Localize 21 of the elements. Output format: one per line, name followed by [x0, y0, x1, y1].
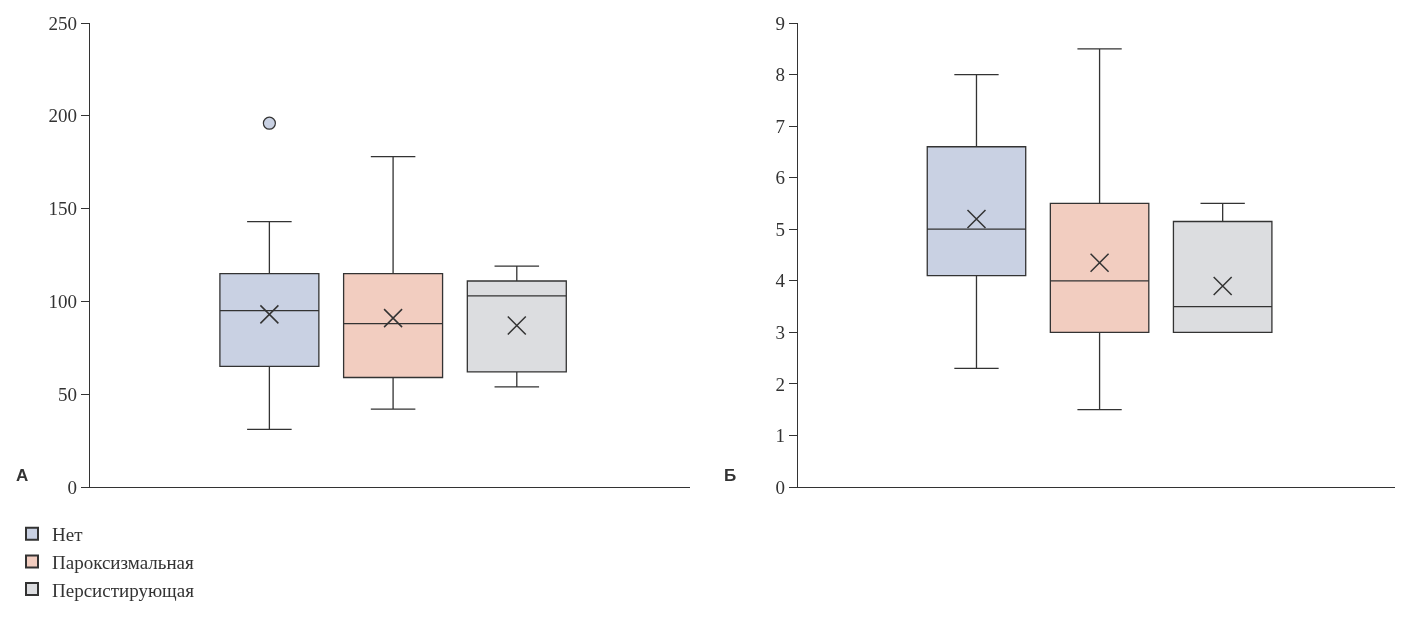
y-tick-label: 200 [48, 105, 77, 127]
y-tick-label: 0 [67, 476, 77, 498]
legend-label: Пароксизмальная [52, 551, 194, 573]
y-tick-label: 1 [775, 425, 785, 447]
y-tick-label: 3 [775, 321, 785, 343]
y-tick-label: 5 [775, 218, 785, 240]
y-tick-label: 100 [48, 291, 77, 313]
y-tick-label: 4 [775, 270, 786, 292]
y-tick-label: 7 [775, 115, 785, 137]
y-tick-label: 2 [775, 373, 785, 395]
y-tick-label: 6 [775, 167, 785, 189]
y-tick-label: 0 [775, 476, 785, 498]
text: Б [724, 466, 737, 485]
y-tick-label: 9 [775, 12, 785, 34]
y-tick-label: 250 [48, 12, 77, 34]
y-tick-label: 150 [48, 198, 77, 220]
y-tick-label: 8 [775, 64, 785, 86]
text: А [16, 466, 29, 485]
legend-label: Персистирующая [52, 579, 195, 601]
y-tick-label: 50 [57, 383, 77, 405]
legend-label: Нет [52, 524, 84, 546]
